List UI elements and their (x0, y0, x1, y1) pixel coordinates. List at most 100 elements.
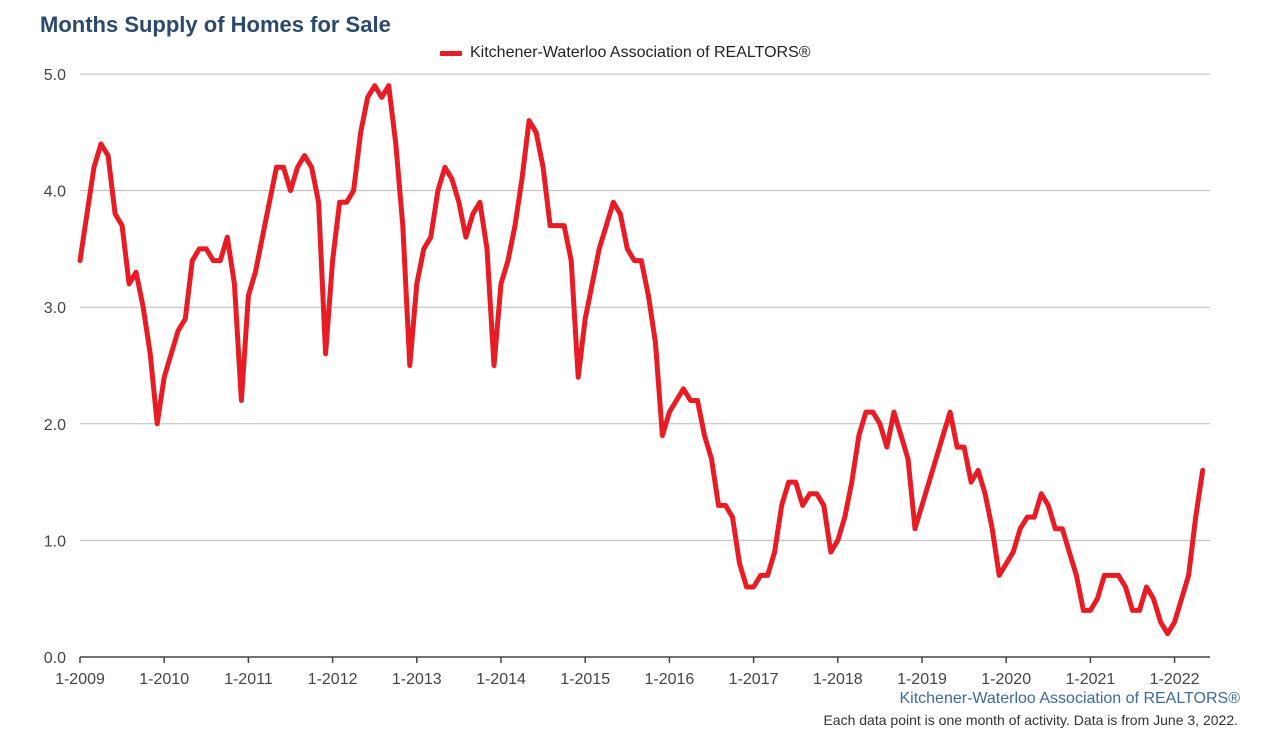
data-point (282, 165, 286, 169)
data-point (429, 235, 433, 239)
data-point (415, 282, 419, 286)
data-point (646, 294, 650, 298)
data-point (197, 247, 201, 251)
data-point (997, 573, 1001, 577)
x-tick-label: 1-2010 (139, 671, 189, 688)
x-tick-label: 1-2022 (1150, 671, 1200, 688)
x-tick-label: 1-2020 (981, 671, 1031, 688)
data-point (555, 224, 559, 228)
data-point (1011, 550, 1015, 554)
data-point (1173, 620, 1177, 624)
data-point (141, 305, 145, 309)
y-tick-label: 0.0 (44, 650, 66, 667)
data-point (92, 165, 96, 169)
data-point (190, 259, 194, 263)
data-point (1131, 608, 1135, 612)
data-point (892, 410, 896, 414)
data-point (478, 200, 482, 204)
data-point (1004, 562, 1008, 566)
data-point (618, 212, 622, 216)
y-tick-label: 5.0 (44, 67, 66, 84)
data-point (148, 352, 152, 356)
data-point (794, 480, 798, 484)
data-point (303, 154, 307, 158)
data-point (120, 224, 124, 228)
data-point (829, 550, 833, 554)
data-point (1138, 608, 1142, 612)
data-point (204, 247, 208, 251)
data-point (1194, 515, 1198, 519)
data-point (885, 445, 889, 449)
data-point (499, 282, 503, 286)
data-point (1159, 620, 1163, 624)
data-point (1018, 527, 1022, 531)
data-point (1201, 468, 1205, 472)
data-point (267, 200, 271, 204)
data-point (710, 457, 714, 461)
data-point (625, 247, 629, 251)
data-point (275, 165, 279, 169)
data-point (990, 527, 994, 531)
data-point (436, 189, 440, 193)
data-point (864, 410, 868, 414)
data-point (232, 282, 236, 286)
data-point (471, 212, 475, 216)
data-point (590, 282, 594, 286)
data-point (513, 224, 517, 228)
data-point (401, 224, 405, 228)
data-point (1081, 608, 1085, 612)
data-point (253, 270, 257, 274)
legend: Kitchener-Waterloo Association of REALTO… (440, 44, 811, 62)
data-point (674, 399, 678, 403)
data-point (162, 375, 166, 379)
data-point (562, 224, 566, 228)
data-point (815, 492, 819, 496)
data-point (941, 434, 945, 438)
data-point (871, 410, 875, 414)
x-tick-label: 1-2018 (813, 671, 863, 688)
x-axis: 1-2009 1-2010 1-2011 1-2012 1-2013 1-2014 1-20… (55, 656, 1210, 688)
legend-swatch (440, 50, 462, 56)
y-tick-label: 4.0 (44, 184, 66, 201)
data-point (703, 434, 707, 438)
data-point (1060, 527, 1064, 531)
data-point (176, 329, 180, 333)
data-point (520, 177, 524, 181)
legend-label: Kitchener-Waterloo Association of REALTO… (470, 44, 811, 61)
data-point (127, 282, 131, 286)
data-point (752, 585, 756, 589)
data-point (485, 247, 489, 251)
data-point (331, 259, 335, 263)
data-point (380, 95, 384, 99)
data-point (766, 573, 770, 577)
data-point (218, 259, 222, 263)
data-point (408, 364, 412, 368)
data-point (632, 259, 636, 263)
data-point (759, 573, 763, 577)
series-line (77, 83, 1206, 637)
data-point (422, 247, 426, 251)
series-group (77, 83, 1206, 637)
data-point (394, 142, 398, 146)
data-point (787, 480, 791, 484)
data-point (1145, 585, 1149, 589)
data-point (366, 95, 370, 99)
data-point (310, 165, 314, 169)
data-point (1053, 527, 1057, 531)
data-point (324, 352, 328, 356)
x-tick-label: 1-2009 (55, 671, 105, 688)
data-point (345, 200, 349, 204)
data-point (681, 387, 685, 391)
data-point (1025, 515, 1029, 519)
data-point (934, 457, 938, 461)
data-point (78, 259, 82, 263)
data-point (717, 503, 721, 507)
data-point (99, 142, 103, 146)
data-point (696, 399, 700, 403)
data-point (660, 434, 664, 438)
data-point (1187, 573, 1191, 577)
data-point (927, 480, 931, 484)
gridlines (80, 73, 1210, 541)
data-point (843, 515, 847, 519)
